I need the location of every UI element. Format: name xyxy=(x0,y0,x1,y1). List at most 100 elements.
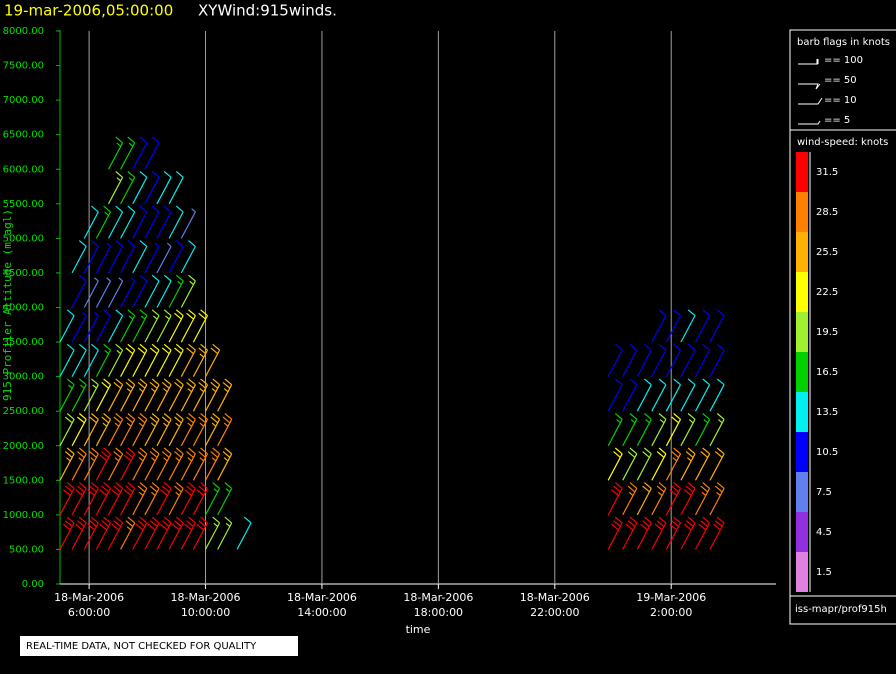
wind-barb xyxy=(709,447,725,481)
wind-barb xyxy=(665,343,682,377)
chart-title: XYWind:915winds. xyxy=(198,2,337,20)
wind-barb xyxy=(236,516,252,550)
wind-barb xyxy=(144,309,160,343)
wind-barb xyxy=(168,309,184,343)
wind-barb xyxy=(180,447,196,481)
wind-barb xyxy=(607,378,623,412)
wind-barb xyxy=(180,274,196,308)
wind-barb xyxy=(156,413,172,447)
wind-barb xyxy=(156,242,172,274)
wind-barb xyxy=(168,171,184,205)
wind-barb xyxy=(180,343,196,377)
wind-barb xyxy=(59,309,75,343)
wind-barb xyxy=(156,274,172,308)
wind-barb xyxy=(59,378,75,412)
wind-barb xyxy=(680,516,696,550)
y-tick-label: 4000.00 xyxy=(3,303,44,314)
wind-barb xyxy=(622,343,638,377)
wind-barb xyxy=(120,413,136,447)
wind-barb xyxy=(168,343,184,377)
wind-barb xyxy=(168,447,184,481)
wind-barb xyxy=(107,482,124,516)
y-tick-label: 6500.00 xyxy=(3,130,44,141)
barb-legend-label: == 10 xyxy=(824,95,857,106)
colorbar-label: 13.5 xyxy=(816,407,838,418)
colorbar-swatch xyxy=(796,472,808,512)
wind-barb xyxy=(120,309,136,343)
wind-barb xyxy=(168,413,184,447)
wind-barb xyxy=(622,482,638,516)
colorbar-label: 22.5 xyxy=(816,287,838,298)
wind-barb xyxy=(144,413,160,447)
wind-barb xyxy=(665,482,682,516)
wind-barb xyxy=(132,309,148,343)
wind-barb xyxy=(120,447,136,481)
wind-barb xyxy=(107,309,124,343)
wind-barb xyxy=(694,516,711,550)
colorbar-swatch xyxy=(796,432,808,472)
x-tick-label: 18:00:00 xyxy=(414,606,463,619)
footer-box xyxy=(20,636,298,656)
wind-barb xyxy=(636,516,652,550)
colorbar-swatch xyxy=(796,272,808,312)
wind-barb xyxy=(71,447,87,481)
wind-barb xyxy=(680,413,696,447)
colorbar-swatch xyxy=(796,152,808,192)
colorbar-swatch xyxy=(796,352,808,392)
wind-barb xyxy=(59,482,75,516)
y-tick-label: 1500.00 xyxy=(3,475,44,486)
wind-barb xyxy=(168,274,184,308)
wind-barb xyxy=(180,208,196,239)
wind-barb xyxy=(132,240,148,274)
wind-barb xyxy=(83,413,99,447)
barb-legend-label: == 5 xyxy=(824,115,850,126)
wind-barb xyxy=(622,378,638,412)
wind-barb xyxy=(71,378,87,412)
wind-barb xyxy=(665,447,682,481)
wind-barb xyxy=(132,482,148,516)
wind-barb xyxy=(651,309,667,343)
wind-barb xyxy=(156,205,172,239)
legend-panel xyxy=(789,29,896,625)
wind-barb xyxy=(680,447,696,481)
wind-barb xyxy=(180,240,196,274)
colorbar-swatch xyxy=(796,552,808,592)
y-tick-label: 3000.00 xyxy=(3,372,44,383)
wind-barb xyxy=(95,205,112,239)
wind-barb xyxy=(83,277,99,308)
wind-barb xyxy=(120,136,136,170)
barbs xyxy=(59,136,725,550)
x-tick-label: 2:00:00 xyxy=(650,606,692,619)
x-tick-label: 18-Mar-2006 xyxy=(287,591,357,604)
wind-barb xyxy=(132,447,148,481)
wind-barb xyxy=(71,413,87,447)
colorbar-swatch xyxy=(796,312,808,352)
wind-barb xyxy=(120,205,136,239)
wind-barb xyxy=(636,482,652,516)
wind-barb xyxy=(204,516,221,550)
wind-barb xyxy=(83,516,99,550)
wind-barb xyxy=(607,413,623,447)
wind-barb xyxy=(83,311,99,343)
wind-barb xyxy=(622,413,638,447)
wind-barb xyxy=(120,277,136,308)
barb-icon xyxy=(798,59,819,65)
wind-barb xyxy=(217,378,233,412)
barb-icon xyxy=(798,120,821,125)
wind-barb xyxy=(665,309,682,343)
wind-barb xyxy=(204,413,221,447)
wind-barb xyxy=(709,482,725,516)
wind-barb xyxy=(680,378,696,412)
wind-barb xyxy=(180,482,196,516)
y-tick-label: 6000.00 xyxy=(3,164,44,175)
wind-barb xyxy=(132,136,148,170)
wind-barb xyxy=(651,482,667,516)
colorbar-label: 10.5 xyxy=(816,447,838,458)
wind-barb xyxy=(120,378,136,412)
wind-barb xyxy=(95,343,112,377)
wind-barb xyxy=(71,343,87,377)
wind-barb xyxy=(95,413,112,447)
barb-legend-title: barb flags in knots xyxy=(797,37,890,48)
wind-barb xyxy=(107,343,124,377)
colorbar-label: 28.5 xyxy=(816,207,838,218)
